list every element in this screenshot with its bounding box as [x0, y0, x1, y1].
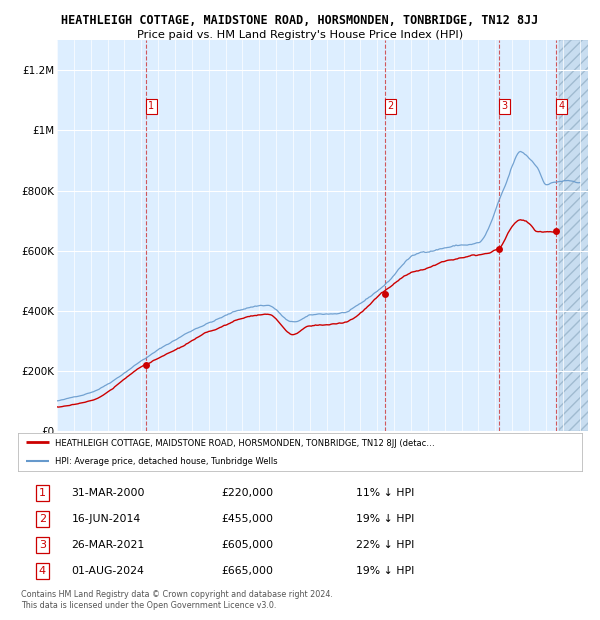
Text: HEATHLEIGH COTTAGE, MAIDSTONE ROAD, HORSMONDEN, TONBRIDGE, TN12 8JJ (detac…: HEATHLEIGH COTTAGE, MAIDSTONE ROAD, HORS… [55, 438, 434, 448]
Text: Contains HM Land Registry data © Crown copyright and database right 2024.
This d: Contains HM Land Registry data © Crown c… [21, 590, 333, 609]
Text: 11% ↓ HPI: 11% ↓ HPI [356, 489, 415, 498]
Text: 19% ↓ HPI: 19% ↓ HPI [356, 566, 415, 576]
Text: 19% ↓ HPI: 19% ↓ HPI [356, 515, 415, 525]
Text: £455,000: £455,000 [221, 515, 273, 525]
Text: £220,000: £220,000 [221, 489, 273, 498]
Text: 3: 3 [39, 540, 46, 551]
Text: 2: 2 [38, 515, 46, 525]
Text: 1: 1 [39, 489, 46, 498]
Text: 16-JUN-2014: 16-JUN-2014 [71, 515, 141, 525]
Text: HPI: Average price, detached house, Tunbridge Wells: HPI: Average price, detached house, Tunb… [55, 458, 277, 466]
Text: 4: 4 [558, 102, 564, 112]
Text: HEATHLEIGH COTTAGE, MAIDSTONE ROAD, HORSMONDEN, TONBRIDGE, TN12 8JJ: HEATHLEIGH COTTAGE, MAIDSTONE ROAD, HORS… [61, 14, 539, 27]
Text: 3: 3 [502, 102, 508, 112]
Text: 01-AUG-2024: 01-AUG-2024 [71, 566, 145, 576]
Text: 1: 1 [148, 102, 154, 112]
Text: £665,000: £665,000 [221, 566, 273, 576]
Text: 2: 2 [388, 102, 394, 112]
Bar [559, 40, 600, 431]
Bar [559, 40, 600, 431]
Text: 26-MAR-2021: 26-MAR-2021 [71, 540, 145, 551]
Text: £605,000: £605,000 [221, 540, 273, 551]
Text: 4: 4 [38, 566, 46, 576]
Text: 31-MAR-2000: 31-MAR-2000 [71, 489, 145, 498]
Text: Price paid vs. HM Land Registry's House Price Index (HPI): Price paid vs. HM Land Registry's House … [137, 30, 463, 40]
Text: 22% ↓ HPI: 22% ↓ HPI [356, 540, 415, 551]
